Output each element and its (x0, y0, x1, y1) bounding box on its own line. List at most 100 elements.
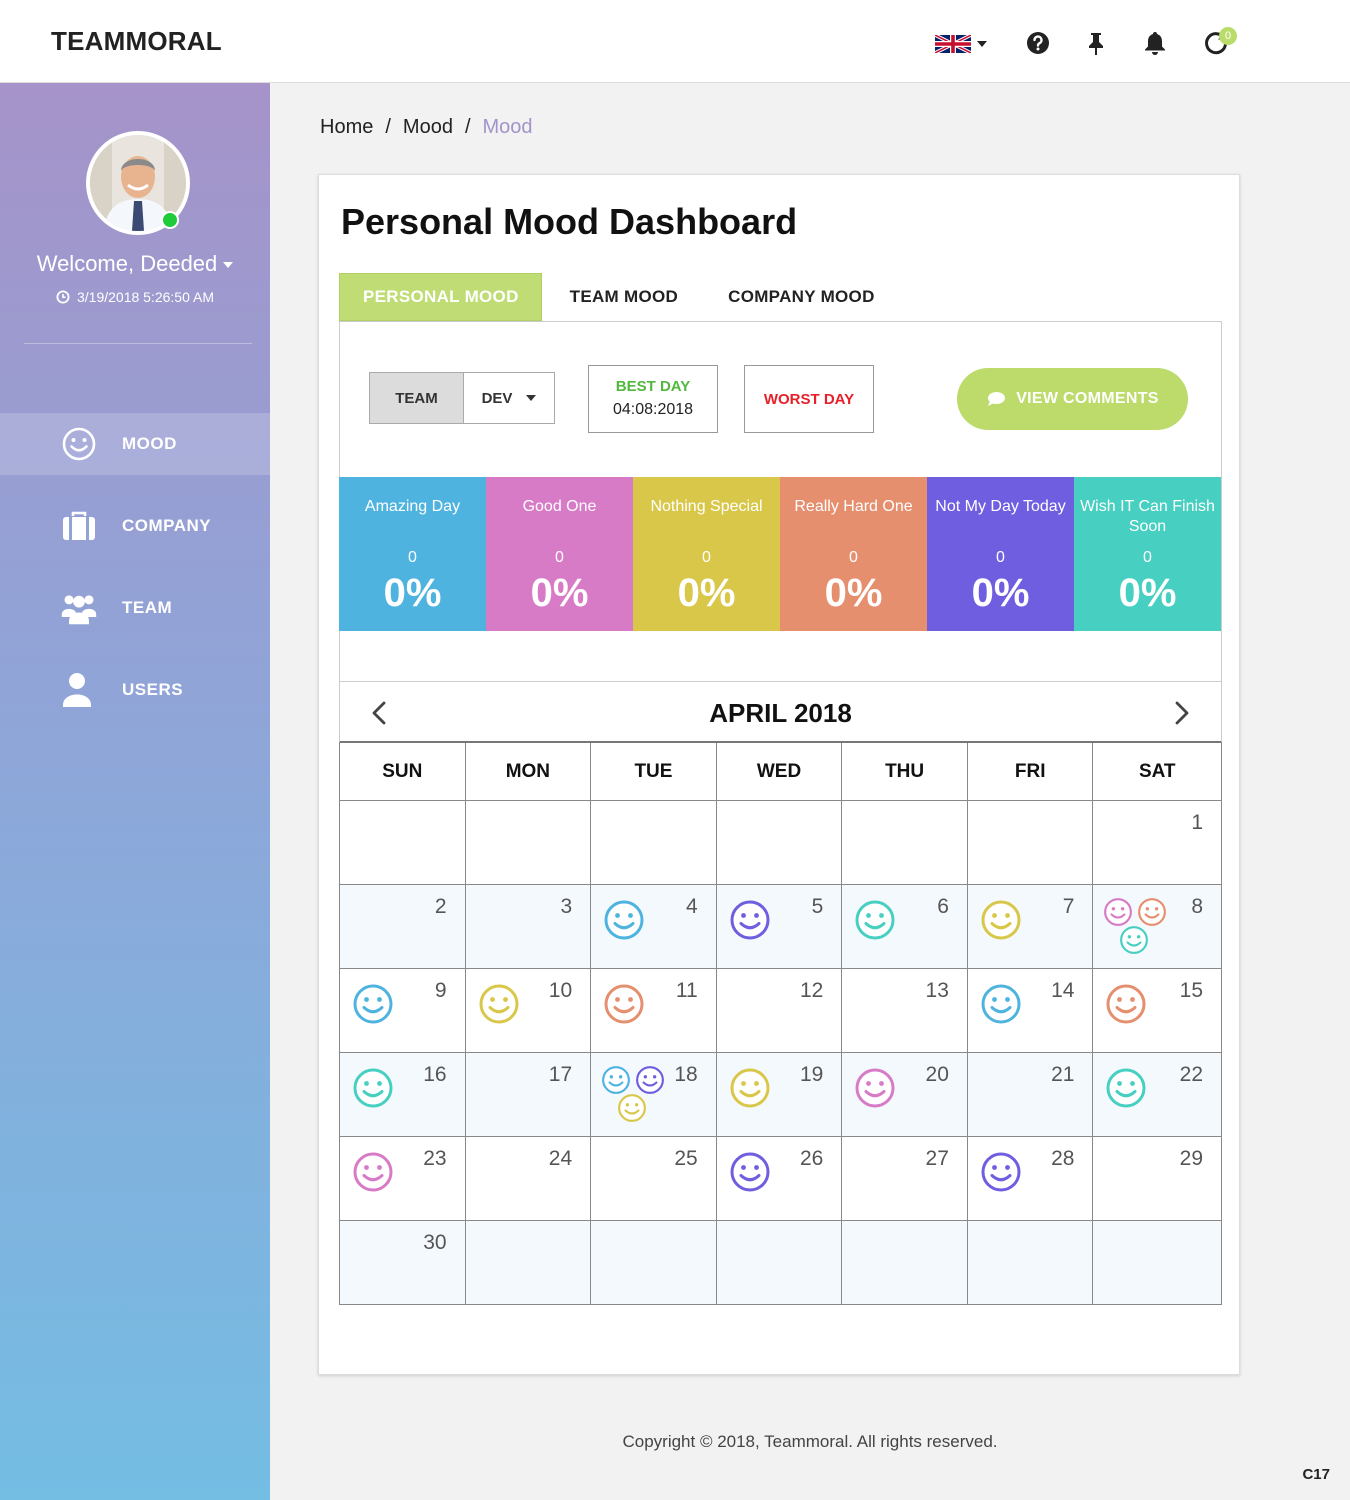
tab-company-mood[interactable]: COMPANY MOOD (728, 287, 875, 306)
breadcrumb-home[interactable]: Home (320, 116, 374, 138)
breadcrumb-mood[interactable]: Mood (402, 116, 453, 138)
chevron-right-icon[interactable] (1169, 700, 1193, 726)
best-day-label: BEST DAY (615, 378, 691, 395)
mood-face-icon[interactable] (352, 983, 394, 1025)
mood-face-icon[interactable] (729, 1151, 771, 1193)
calendar-day[interactable]: 13 (842, 969, 968, 1053)
mood-stat-count: 0 (408, 549, 417, 566)
copyright: Copyright © 2018, Teammoral. All rights … (622, 1432, 998, 1451)
mood-face-icon[interactable] (603, 983, 645, 1025)
calendar-day[interactable]: 18 (591, 1053, 717, 1137)
calendar-empty-cell (967, 801, 1094, 885)
calendar-day[interactable]: 3 (465, 885, 592, 969)
mood-stat-label: Wish IT Can Finish Soon (1080, 498, 1215, 535)
calendar-day[interactable]: 14 (967, 969, 1094, 1053)
sidebar-item-company[interactable]: COMPANY (0, 495, 270, 557)
mood-face-icon[interactable] (980, 1151, 1022, 1193)
calendar-day[interactable]: 25 (591, 1137, 717, 1221)
calendar-day[interactable]: 19 (716, 1053, 843, 1137)
mood-stat-label: Amazing Day (364, 498, 461, 515)
chevron-down-icon (223, 262, 234, 269)
team-select[interactable]: DEV (464, 373, 554, 423)
mood-stat-label: Not My Day Today (935, 498, 1066, 515)
bell-icon[interactable] (1142, 30, 1168, 56)
calendar-day[interactable]: 5 (716, 885, 843, 969)
day-number: 22 (1179, 1063, 1204, 1086)
mood-face-icon[interactable] (635, 1065, 665, 1095)
calendar-day[interactable]: 27 (842, 1137, 968, 1221)
mood-face-icon[interactable] (1105, 1067, 1147, 1109)
weekday-header: FRI (967, 743, 1094, 801)
calendar-day[interactable]: 21 (967, 1053, 1094, 1137)
calendar-day[interactable]: 9 (340, 969, 466, 1053)
mood-stats: Amazing Day 0 0% Good One 0 0% Nothing Special… (339, 477, 1222, 631)
calendar-day[interactable]: 22 (1093, 1053, 1223, 1137)
calendar-day[interactable]: 7 (967, 885, 1094, 969)
calendar-day[interactable]: 15 (1093, 969, 1223, 1053)
tab-personal-mood[interactable]: PERSONAL MOOD (339, 273, 542, 321)
day-number: 30 (423, 1231, 447, 1254)
mood-calendar: APRIL 2018 SUN MON TUE WED THU FRI SAT 1 2 3 4 5 6 7 8… (339, 681, 1223, 1305)
best-day-box: BEST DAY 04:08:2018 (588, 365, 718, 433)
mood-face-icon[interactable] (729, 1067, 771, 1109)
brand-logo[interactable]: TEAMMORAL (51, 26, 222, 56)
calendar-day[interactable]: 24 (465, 1137, 592, 1221)
breadcrumb-separator: / (385, 116, 391, 138)
pin-icon[interactable] (1083, 30, 1109, 56)
calendar-day[interactable]: 10 (465, 969, 592, 1053)
day-number: 17 (548, 1063, 573, 1086)
calendar-day[interactable]: 30 (340, 1221, 466, 1305)
mood-face-icon[interactable] (729, 899, 771, 941)
mood-face-icon[interactable] (980, 899, 1022, 941)
mood-face-icon[interactable] (478, 983, 520, 1025)
clock-icon (56, 290, 70, 304)
tab-team-mood[interactable]: TEAM MOOD (569, 287, 679, 306)
mood-face-icon[interactable] (1137, 897, 1167, 927)
calendar-day[interactable]: 12 (716, 969, 843, 1053)
calendar-day[interactable]: 16 (340, 1053, 466, 1137)
mood-face-icon[interactable] (603, 899, 645, 941)
mood-face-icon[interactable] (1119, 925, 1149, 955)
sidebar-item-team[interactable]: TEAM (0, 577, 270, 639)
help-icon[interactable] (1025, 30, 1051, 56)
welcome-menu[interactable]: Welcome, Deeded (0, 251, 270, 277)
mood-face-icon[interactable] (980, 983, 1022, 1025)
view-comments-button[interactable]: VIEW COMMENTS (957, 368, 1188, 430)
mood-face-icon[interactable] (1103, 897, 1133, 927)
weekday-header: TUE (591, 743, 717, 801)
mood-face-icon[interactable] (854, 1067, 896, 1109)
sidebar-item-mood[interactable]: MOOD (0, 413, 270, 475)
calendar-day[interactable]: 6 (842, 885, 968, 969)
calendar-day[interactable]: 8 (1093, 885, 1223, 969)
mood-stat-tile: Nothing Special 0 0% (633, 477, 780, 631)
notification-badge: 0 (1219, 27, 1237, 45)
chevron-left-icon[interactable] (368, 700, 392, 726)
calendar-day[interactable]: 29 (1093, 1137, 1223, 1221)
calendar-empty-cell (465, 801, 592, 885)
worst-day-box: WORST DAY (744, 365, 874, 433)
calendar-week-row: 23 24 25 26 27 28 29 (340, 1137, 1223, 1221)
calendar-day[interactable]: 2 (340, 885, 466, 969)
mood-face-icon[interactable] (352, 1067, 394, 1109)
team-filter-label[interactable]: TEAM (370, 373, 464, 423)
calendar-day[interactable]: 20 (842, 1053, 968, 1137)
online-status-dot (161, 211, 179, 229)
language-selector[interactable] (935, 35, 987, 53)
mood-face-icon[interactable] (617, 1093, 647, 1123)
mood-face-icon[interactable] (1105, 983, 1147, 1025)
sidebar-item-users[interactable]: USERS (0, 659, 270, 721)
mood-face-icon[interactable] (854, 899, 896, 941)
calendar-day[interactable]: 26 (716, 1137, 843, 1221)
day-number: 7 (1062, 895, 1075, 918)
worst-day-label: WORST DAY (763, 390, 855, 408)
calendar-day[interactable]: 17 (465, 1053, 592, 1137)
calendar-day[interactable]: 23 (340, 1137, 466, 1221)
dashboard-card: Personal Mood Dashboard PERSONAL MOOD TE… (318, 174, 1240, 1375)
calendar-day[interactable]: 4 (591, 885, 717, 969)
calendar-day[interactable]: 11 (591, 969, 717, 1053)
calendar-day[interactable]: 28 (967, 1137, 1094, 1221)
mood-face-icon[interactable] (352, 1151, 394, 1193)
calendar-day[interactable]: 1 (1093, 801, 1223, 885)
day-number: 15 (1179, 979, 1204, 1002)
mood-face-icon[interactable] (601, 1065, 631, 1095)
